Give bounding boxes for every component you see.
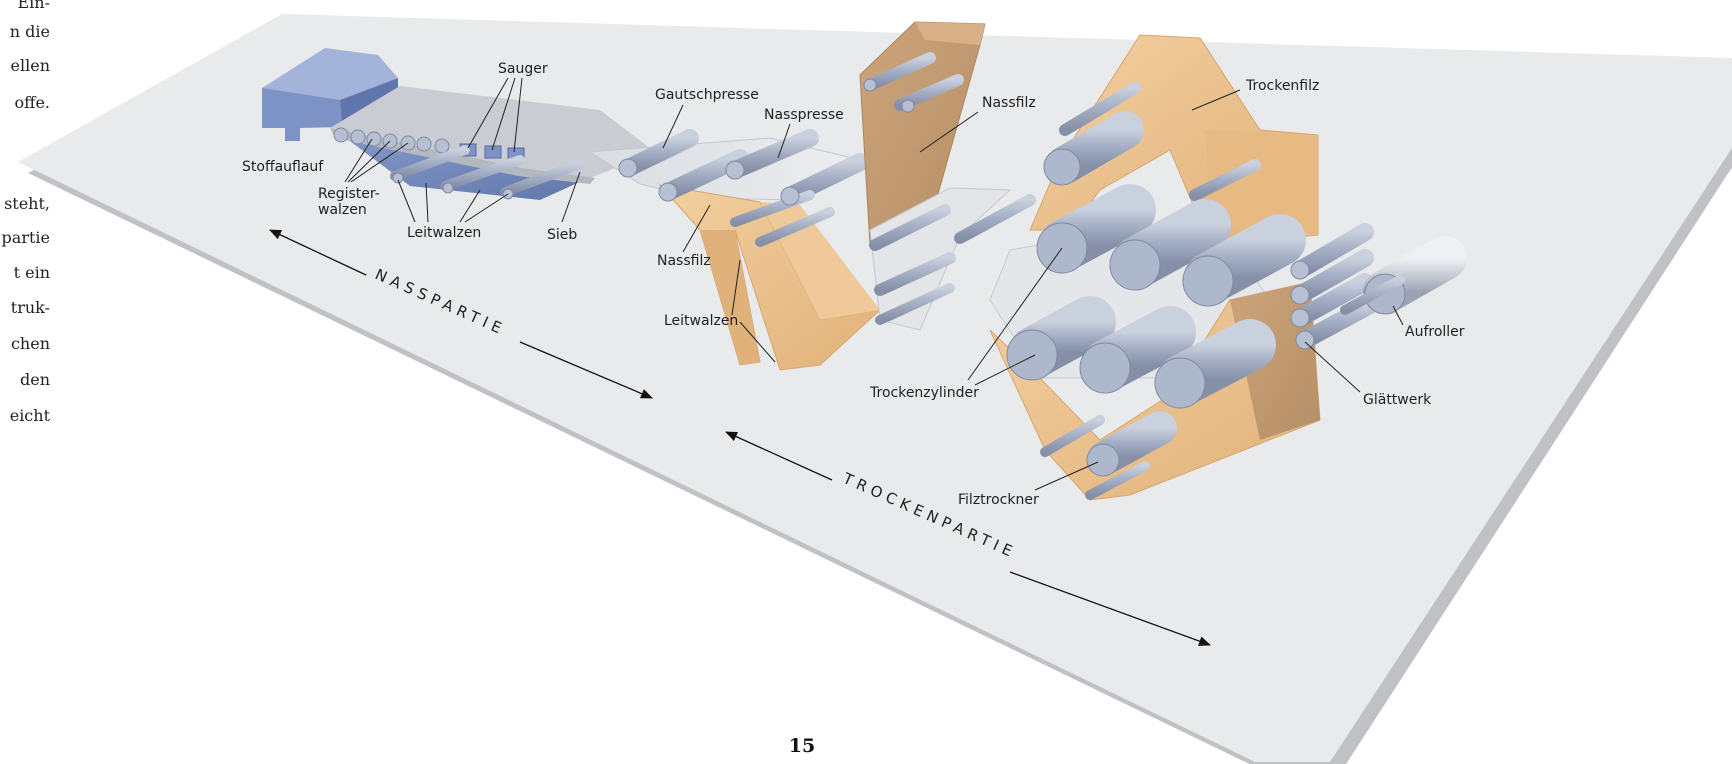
reel <box>1340 236 1467 315</box>
sidebar-fragment: ellen <box>11 56 50 75</box>
page-number: 15 <box>789 735 815 757</box>
label-nassfilz-bottom: Nassfilz <box>657 253 711 269</box>
sidebar-text: Ein- n die ellen offe. steht, partie t e… <box>2 0 51 425</box>
register-rollers <box>333 127 450 154</box>
label-stoffauflauf: Stoffauflauf <box>242 159 324 175</box>
sidebar-fragment: offe. <box>14 93 50 112</box>
leader-lines <box>344 77 1404 491</box>
sidebar-fragment: steht, <box>4 194 50 213</box>
felt-dryer <box>1040 411 1177 500</box>
label-gautschpresse: Gautschpresse <box>655 87 759 103</box>
label-registerwalzen-1: Register- <box>318 186 380 202</box>
sidebar-fragment: Ein- <box>17 0 50 12</box>
press-rollers <box>618 129 869 247</box>
label-registerwalzen-2: walzen <box>318 202 367 218</box>
dryer-cylinders-upper <box>1036 111 1306 307</box>
label-sauger: Sauger <box>498 61 548 77</box>
label-trockenzylinder: Trockenzylinder <box>869 385 979 401</box>
labels: Stoffauflauf Register- walzen Leitwalzen… <box>242 61 1465 508</box>
label-glaettwerk: Glättwerk <box>1363 392 1432 408</box>
label-filztrockner: Filztrockner <box>958 492 1039 508</box>
sidebar-fragment: n die <box>10 22 50 41</box>
dryer-cylinders-lower <box>1006 296 1276 409</box>
label-nasspresse: Nasspresse <box>764 107 844 123</box>
sidebar-fragment: eicht <box>10 406 51 425</box>
dryer-felt-upper <box>1029 34 1319 246</box>
wet-guide-rollers <box>390 145 585 200</box>
label-sieb: Sieb <box>547 227 577 243</box>
sidebar-fragment: truk- <box>11 298 50 317</box>
web-mid <box>869 187 1036 331</box>
label-trockenfilz: Trockenfilz <box>1245 78 1319 94</box>
label-aufroller: Aufroller <box>1405 324 1465 340</box>
calender <box>1290 223 1379 350</box>
label-nassfilz-top: Nassfilz <box>982 95 1036 111</box>
label-leitwalzen-press: Leitwalzen <box>664 313 738 329</box>
sidebar-fragment: t ein <box>14 263 50 282</box>
sidebar-fragment: chen <box>11 334 50 353</box>
sidebar-fragment: partie <box>2 228 50 247</box>
label-leitwalzen-wet: Leitwalzen <box>407 225 481 241</box>
sidebar-fragment: den <box>20 370 50 389</box>
press-felt-upper <box>859 21 986 246</box>
